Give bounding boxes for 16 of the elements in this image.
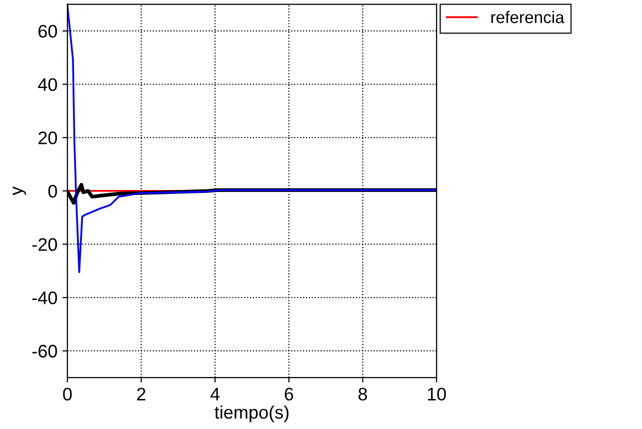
y-tick-label: -40 <box>32 291 57 304</box>
y-tick-label: 20 <box>38 132 57 144</box>
x-tick-label: 8 <box>358 388 367 401</box>
legend-label: referencia <box>491 10 564 24</box>
y-tick-label: 60 <box>38 24 57 38</box>
y-tick-label: 40 <box>38 78 57 91</box>
y-axis-title: y <box>12 186 26 196</box>
y-tick-label: -60 <box>32 344 57 358</box>
x-tick-label: 4 <box>210 388 220 400</box>
x-tick-label: 10 <box>428 388 446 401</box>
x-tick-label: 6 <box>284 388 294 401</box>
y-tick-label: 0 <box>48 184 57 198</box>
x-tick-label: 0 <box>63 388 72 401</box>
x-tick-label: 2 <box>137 388 146 400</box>
x-axis-title: tiempo(s) <box>214 405 288 422</box>
y-tick-label: -20 <box>32 238 57 251</box>
